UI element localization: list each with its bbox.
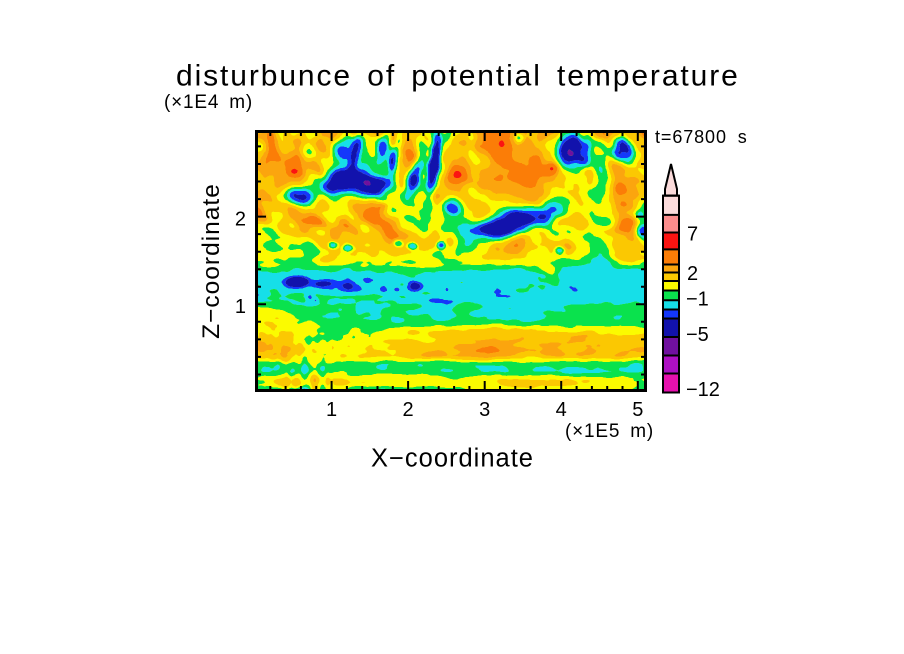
svg-text:(×1E4 m): (×1E4 m) <box>164 92 253 113</box>
svg-text:t=67800 s: t=67800 s <box>655 127 748 147</box>
svg-text:1: 1 <box>235 296 246 318</box>
svg-text:X−coordinate: X−coordinate <box>371 445 534 473</box>
svg-text:7: 7 <box>687 223 698 245</box>
svg-text:4: 4 <box>556 399 567 421</box>
svg-text:2: 2 <box>687 263 698 285</box>
svg-text:disturbunce of potential tempe: disturbunce of potential temperature <box>176 59 740 92</box>
svg-text:−5: −5 <box>686 324 709 346</box>
svg-text:3: 3 <box>479 399 490 421</box>
svg-text:−1: −1 <box>686 288 709 310</box>
svg-text:−12: −12 <box>686 379 720 401</box>
svg-text:1: 1 <box>326 399 337 421</box>
svg-text:2: 2 <box>235 209 246 231</box>
svg-text:5: 5 <box>632 399 643 421</box>
svg-text:(×1E5 m): (×1E5 m) <box>565 421 654 442</box>
svg-text:2: 2 <box>403 399 414 421</box>
svg-text:Z−coordinate: Z−coordinate <box>198 183 225 339</box>
